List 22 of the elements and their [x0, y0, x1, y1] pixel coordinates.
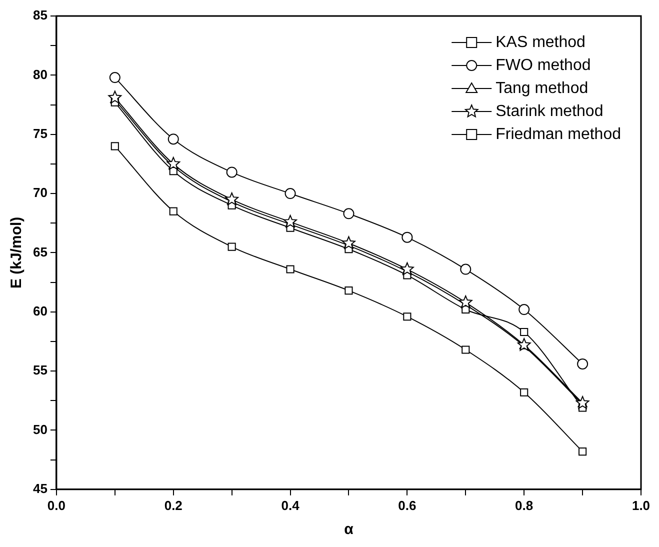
legend-label: Starink method: [496, 102, 604, 120]
legend-label: Tang method: [496, 80, 588, 97]
y-tick-label: 75: [32, 126, 48, 141]
y-tick-label: 60: [32, 303, 48, 318]
x-tick-label: 0.0: [47, 498, 66, 513]
y-tick-label: 45: [32, 480, 48, 496]
legend-label: Friedman method: [496, 126, 621, 143]
x-tick-label: 0.2: [164, 498, 182, 513]
y-axis-title: E (kJ/mol): [8, 216, 26, 289]
x-axis-title: α: [344, 521, 354, 538]
x-tick-label: 1.0: [632, 498, 650, 513]
legend-label: KAS method: [496, 34, 586, 51]
y-tick-label: 50: [32, 422, 48, 437]
y-tick-label: 85: [32, 8, 48, 23]
x-tick-label: 0.8: [515, 498, 534, 513]
y-tick-label: 80: [32, 66, 48, 82]
y-tick-label: 55: [32, 362, 48, 378]
legend-label: FWO method: [496, 56, 591, 74]
x-tick-label: 0.6: [398, 498, 416, 513]
y-tick-label: 70: [32, 185, 48, 200]
y-tick-label: 65: [32, 244, 48, 260]
x-tick-label: 0.4: [281, 498, 300, 513]
